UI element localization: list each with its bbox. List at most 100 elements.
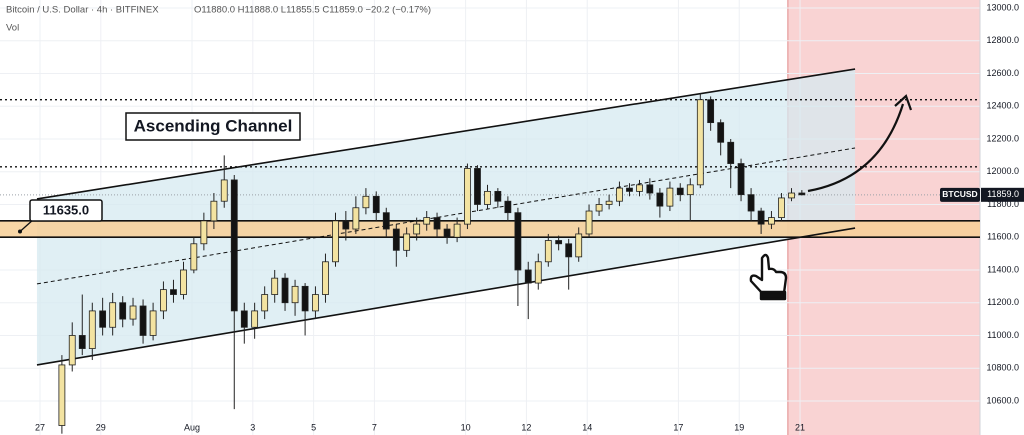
x-tick-label: 29 [96,422,106,432]
candle-body-down [727,141,735,164]
candle-body-down [382,212,390,230]
y-tick-label: 10800.0 [986,363,1019,373]
candle-body-up [261,294,269,312]
x-tick-label: 27 [35,422,45,432]
candle-body-up [575,233,583,258]
channel-label-box [125,112,301,141]
volume-label: Vol [6,23,19,34]
candle-body-up [88,310,96,349]
candle-body-up [58,364,66,426]
chart-title: Bitcoin / U.S. Dollar · 4h · BITFINEX [6,5,159,16]
candle-body-down [139,305,147,336]
candle-body-up [271,277,279,295]
candle-body-up [605,200,613,205]
candle-body-up [778,197,785,218]
candle-body-down [798,192,806,196]
candle-body-up [160,289,167,312]
arrow-head [894,94,913,111]
candle-body-up [484,190,491,205]
x-tick-label: 17 [673,422,683,432]
x-tick-label: 10 [461,422,471,432]
candle-body-up [68,335,76,366]
candle-body-up [403,233,411,251]
support-label: 11635.0 [43,202,89,217]
candle-body-up [362,195,370,209]
x-tick-label: Aug [184,422,200,432]
candle-body-down [281,277,289,304]
ohlc-text: O11880.0 H11888.0 L11855.5 C11859.0 −20.… [194,5,431,16]
x-tick-label: 14 [582,422,592,432]
candle-body-up [534,261,542,284]
candle-body-down [78,335,86,349]
last-price-badge [981,187,1024,202]
background-layer [0,0,981,435]
channel-fill [36,69,856,365]
y-tick-label: 13000.0 [986,2,1019,12]
candle-body-up [636,184,643,192]
candle-body-down [494,190,502,202]
y-tick-label: 11600.0 [987,232,1019,242]
hand-icon [749,253,788,301]
candle-body-down [342,220,350,230]
candle-body-up [696,99,704,186]
y-tick-label: 12200.0 [986,133,1019,143]
channel-middle [36,147,856,285]
candle-body-down [301,285,309,312]
candle-body-up [332,220,339,263]
y-tick-label: 11000.0 [987,330,1019,340]
candle-body-up [200,220,208,245]
annotation-layer: Bitcoin / U.S. Dollar · 4h · BITFINEX O1… [6,2,1024,432]
y-tick-label: 12400.0 [986,101,1019,111]
y-tick-label: 12800.0 [986,35,1019,45]
symbol-badge [940,187,980,202]
candle-body-down [747,194,755,212]
candle-body-up [180,269,187,295]
candle-body-down [372,195,380,214]
x-tick-label: 5 [311,422,316,432]
symbol-label: BTCUSD [942,189,977,199]
candle-body-down [170,289,177,295]
channel-label: Ascending Channel [134,116,293,135]
candle-body-up [666,187,674,207]
candle-body-up [291,285,299,304]
y-tick-label: 12600.0 [986,68,1019,78]
candle-body-up [149,310,157,336]
support-label-anchor [18,229,22,234]
y-tick-label: 10600.0 [986,395,1019,405]
candle-body-down [524,269,532,284]
x-tick-label: 7 [372,422,377,432]
support-zone [0,220,980,238]
marks-layer [58,93,806,434]
projection-arrow [807,103,905,193]
candle-body-up [312,294,319,312]
y-tick-label: 11200.0 [987,297,1019,307]
candle-body-down [240,310,248,328]
candle-body-down [514,212,522,271]
candle-body-up [788,192,795,199]
support-label-box [29,199,103,222]
candle-body-up [109,302,117,328]
candle-body-up [544,240,552,263]
y-tick-label: 11400.0 [987,264,1019,274]
channel-lower [36,227,856,366]
candle-body-down [555,240,563,245]
x-tick-label: 3 [250,422,255,432]
candle-body-down [707,99,715,124]
candle-body-down [656,192,664,207]
y-tick-label: 11800.0 [987,199,1019,209]
candle-body-down [504,200,512,214]
candle-body-up [352,207,360,230]
candle-body-down [230,179,238,312]
candle-body-down [717,122,725,143]
candle-body-down [99,310,107,328]
x-tick-label: 12 [521,422,531,432]
candle-body-up [686,184,694,196]
last-price-label: 11859.0 [987,189,1019,199]
candle-body-up [423,217,431,225]
candle-body-down [474,168,481,205]
candle-body-down [443,228,451,238]
candle-body-down [646,184,654,194]
candle-body-up [190,243,198,271]
candle-body-down [433,217,441,230]
